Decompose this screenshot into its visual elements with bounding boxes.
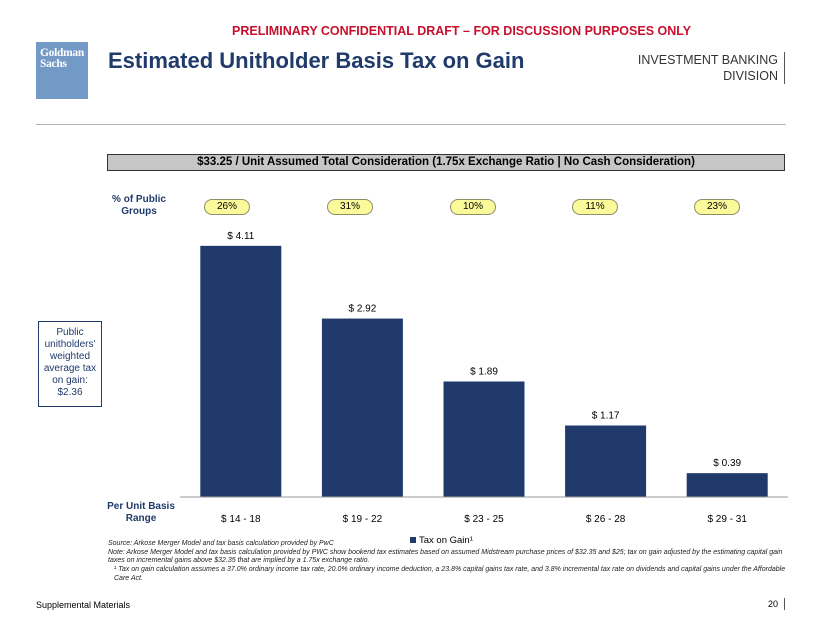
x-tick-label-4: $ 26 - 28 (586, 514, 626, 525)
confidential-banner: PRELIMINARY CONFIDENTIAL DRAFT – FOR DIS… (232, 24, 692, 38)
pct-pill-2: 31% (327, 199, 373, 215)
consideration-box: $33.25 / Unit Assumed Total Consideratio… (107, 154, 785, 171)
weighted-average-box: Public unitholders' weighted average tax… (38, 321, 102, 407)
methodology-note: Note: Arkose Merger Model and tax basis … (108, 548, 783, 565)
logo-line-2: Sachs (40, 58, 67, 70)
pct-pill-5: 23% (694, 199, 740, 215)
pct-pill-1: 26% (204, 199, 250, 215)
pct-pill-4: 11% (572, 199, 618, 215)
bar-1 (200, 245, 282, 497)
x-tick-label-1: $ 14 - 18 (221, 514, 261, 525)
x-tick-label-2: $ 19 - 22 (343, 514, 383, 525)
x-tick-label-3: $ 23 - 25 (464, 514, 504, 525)
bar-value-label-1: $ 4.11 (227, 231, 254, 242)
bar-value-label-2: $ 2.92 (348, 304, 376, 315)
bar-5 (686, 473, 768, 497)
bar-value-label-3: $ 1.89 (470, 367, 498, 378)
legend-swatch (410, 537, 416, 543)
tax-footnote: ¹ Tax on gain calculation assumes a 37.0… (114, 566, 786, 582)
chart-legend: Tax on Gain¹ (410, 535, 473, 546)
bar-2 (321, 318, 403, 497)
bar-value-label-5: $ 0.39 (713, 458, 741, 469)
page-number: 20 (768, 598, 785, 610)
division-label: INVESTMENT BANKING DIVISION (638, 52, 785, 84)
pct-pill-3: 10% (450, 199, 496, 215)
section-label: Supplemental Materials (36, 600, 131, 610)
bar-4 (565, 425, 647, 497)
basis-range-label: Per Unit Basis Range (107, 501, 175, 524)
goldman-sachs-logo: Goldman Sachs (36, 42, 88, 99)
bar-3 (443, 381, 525, 497)
division-line-2: DIVISION (723, 69, 778, 83)
header-divider (36, 124, 786, 125)
logo-line-1: Goldman (40, 47, 84, 59)
legend-label: Tax on Gain¹ (419, 535, 473, 546)
x-tick-label-5: $ 29 - 31 (707, 514, 747, 525)
division-line-1: INVESTMENT BANKING (637, 53, 778, 67)
footnotes: Source: Arkose Merger Model and tax basi… (108, 540, 788, 584)
pct-public-groups-label: % of Public Groups (112, 194, 166, 217)
bar-value-label-4: $ 1.17 (592, 411, 620, 422)
source-note: Source: Arkose Merger Model and tax basi… (108, 540, 334, 547)
page-title: Estimated Unitholder Basis Tax on Gain (108, 48, 525, 73)
